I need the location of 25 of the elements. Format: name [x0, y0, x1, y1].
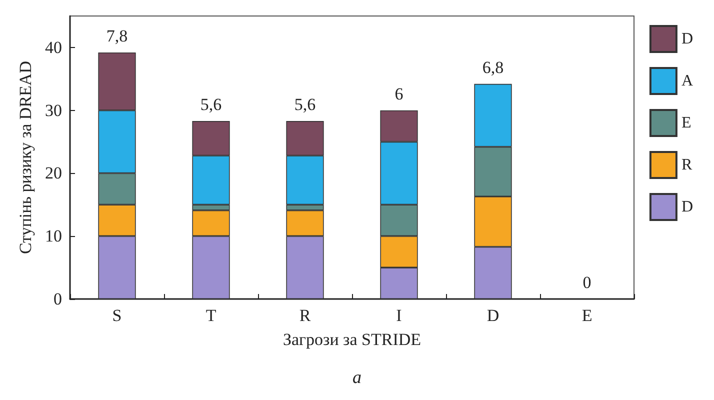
- y-tick-label: 30: [45, 100, 62, 120]
- annotation: 0: [582, 273, 592, 292]
- x-tick-label: D: [486, 306, 500, 325]
- y-tick-label: 0: [54, 290, 62, 308]
- x-tick-label: R: [299, 306, 312, 325]
- annotation: 5,6: [200, 95, 222, 114]
- legend-label: D: [681, 30, 694, 48]
- x-tick-label: E: [582, 306, 592, 325]
- annotation: 5,6: [294, 95, 316, 114]
- x-tick-label: T: [206, 306, 217, 325]
- annotation: 6,8: [482, 58, 504, 77]
- y-tick-label: 20: [45, 164, 62, 183]
- legend-label: R: [681, 156, 692, 174]
- x-tick-label: I: [396, 306, 402, 325]
- legend-label: E: [681, 114, 692, 132]
- legend-label: D: [681, 198, 694, 216]
- x-tick-label: S: [112, 306, 122, 325]
- x-axis-title: Загрози за STRIDE: [282, 330, 422, 349]
- y-axis-title: Ступінь ризику за DREAD: [16, 61, 36, 254]
- legend-label: A: [681, 72, 694, 90]
- text: a: [352, 367, 362, 387]
- y-tick-label: 40: [45, 38, 62, 57]
- y-tick-label: 10: [45, 226, 62, 246]
- annotation: 6: [394, 84, 404, 104]
- annotation: 7,8: [106, 26, 128, 46]
